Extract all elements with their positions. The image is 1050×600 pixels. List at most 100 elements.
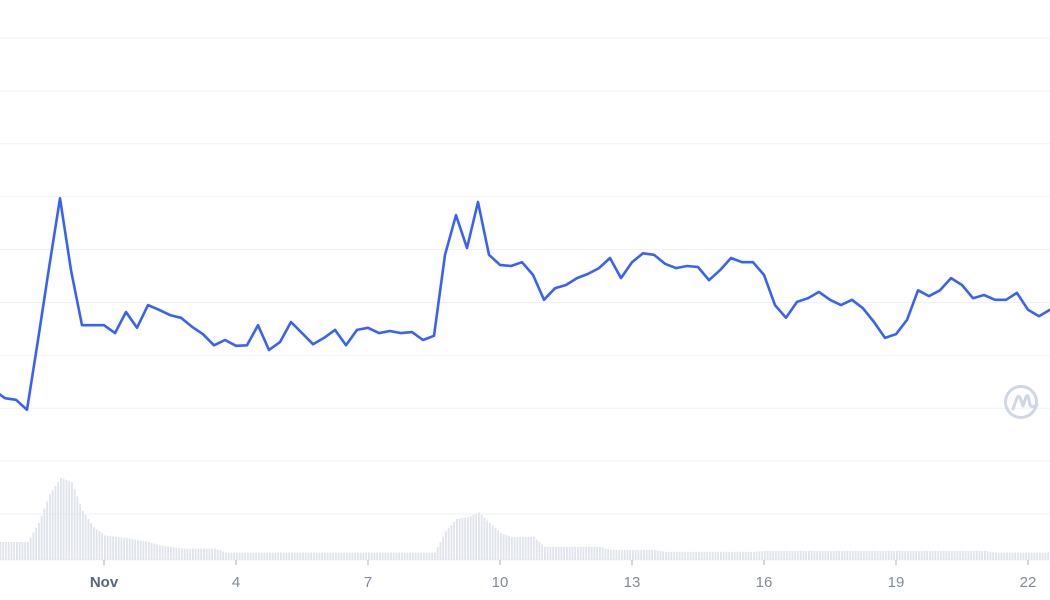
- volume-bar: [560, 546, 563, 560]
- volume-bar: [758, 551, 761, 560]
- volume-bar: [302, 552, 304, 560]
- volume-bar: [1014, 552, 1017, 560]
- volume-bar: [750, 551, 753, 560]
- volume-bar: [931, 550, 934, 560]
- volume-bar: [368, 552, 370, 560]
- volume-bar: [546, 546, 549, 560]
- volume-bar: [706, 551, 709, 560]
- volume-bar: [126, 537, 128, 560]
- volume-bar: [227, 552, 230, 560]
- volume-bar: [1036, 552, 1039, 560]
- volume-bar: [871, 550, 874, 560]
- volume-bar: [299, 552, 302, 560]
- volume-bar: [604, 548, 607, 560]
- volume-bar: [824, 550, 827, 560]
- volume-bar: [629, 550, 632, 560]
- volume-bar: [524, 537, 527, 560]
- volume-bar: [7, 541, 10, 560]
- volume-bar: [516, 537, 519, 560]
- volume-bar: [461, 518, 464, 560]
- volume-bar: [148, 541, 150, 560]
- volume-bar: [159, 545, 161, 560]
- volume-bar: [98, 531, 101, 560]
- volume-bar: [772, 550, 775, 560]
- volume-bar: [962, 550, 964, 560]
- volume-bar: [409, 552, 412, 560]
- volume-bar: [156, 544, 159, 560]
- volume-bar: [621, 550, 623, 560]
- volume-bars: [0, 478, 1050, 560]
- volume-bar: [274, 552, 277, 560]
- volume-bar: [475, 513, 478, 560]
- volume-bar: [483, 517, 486, 560]
- volume-bar: [832, 550, 835, 560]
- volume-bar: [654, 550, 656, 560]
- volume-bar: [10, 541, 13, 560]
- volume-bar: [838, 550, 841, 560]
- volume-bar: [13, 541, 16, 560]
- volume-bar: [392, 552, 395, 560]
- volume-bar: [456, 519, 458, 560]
- volume-bar: [258, 552, 260, 560]
- volume-bar: [788, 550, 791, 560]
- volume-bar: [926, 550, 929, 560]
- volume-bar: [508, 536, 511, 560]
- volume-bar: [1022, 552, 1025, 560]
- volume-bar: [566, 546, 568, 560]
- volume-bar: [332, 552, 335, 560]
- volume-bar: [527, 537, 530, 560]
- volume-bar: [431, 552, 434, 560]
- price-line: [0, 197, 1050, 412]
- volume-bar: [684, 551, 687, 560]
- volume-bar: [101, 533, 104, 560]
- volume-bar: [733, 551, 736, 560]
- volume-bar: [659, 550, 662, 560]
- volume-bar: [959, 550, 962, 560]
- volume-bar: [940, 550, 942, 560]
- volume-bar: [717, 551, 720, 560]
- volume-bar: [874, 550, 876, 560]
- volume-bar: [90, 523, 93, 560]
- volume-bar: [84, 514, 87, 560]
- volume-bar: [549, 546, 552, 560]
- volume-bar: [511, 537, 513, 560]
- volume-bar: [755, 551, 758, 560]
- volume-bar: [354, 552, 357, 560]
- volume-bar: [310, 552, 313, 560]
- volume-bar: [720, 551, 722, 560]
- volume-bar: [799, 550, 802, 560]
- volume-bar: [1017, 552, 1019, 560]
- volume-bar: [76, 496, 79, 560]
- volume-bar: [379, 552, 381, 560]
- volume-bar: [269, 552, 271, 560]
- volume-bar: [24, 541, 27, 560]
- volume-bar: [909, 550, 912, 560]
- volume-bar: [890, 550, 893, 560]
- volume-bar: [62, 479, 65, 560]
- volume-bar: [486, 520, 489, 560]
- volume-bar: [150, 542, 153, 560]
- volume-bar: [241, 552, 244, 560]
- volume-bar: [918, 550, 920, 560]
- volume-bar: [953, 550, 956, 560]
- volume-bar: [929, 550, 931, 560]
- volume-bar: [205, 548, 208, 560]
- volume-bar: [568, 546, 571, 560]
- volume-bar: [340, 552, 343, 560]
- volume-bar: [106, 535, 109, 560]
- volume-bar: [335, 552, 337, 560]
- volume-bar: [18, 541, 21, 560]
- volume-bar: [857, 550, 860, 560]
- volume-bar: [689, 551, 692, 560]
- volume-bar: [579, 546, 582, 560]
- volume-bar: [304, 552, 307, 560]
- volume-bar: [29, 537, 32, 560]
- volume-bar: [533, 537, 535, 560]
- volume-bar: [95, 529, 98, 560]
- volume-bar: [428, 552, 431, 560]
- volume-bar: [863, 550, 865, 560]
- volume-bar: [387, 552, 390, 560]
- volume-bar: [1033, 552, 1036, 560]
- volume-bar: [731, 551, 733, 560]
- volume-bar: [879, 550, 882, 560]
